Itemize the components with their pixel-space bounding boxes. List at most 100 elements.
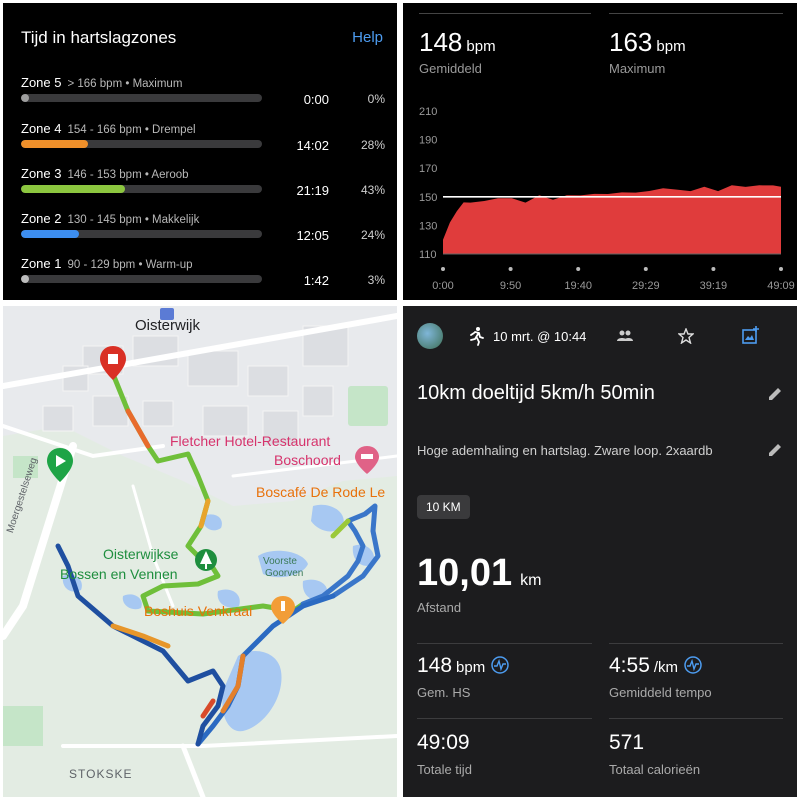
divider	[609, 13, 783, 14]
x-tick-dot	[441, 267, 445, 271]
x-tick-label: 9:50	[500, 280, 521, 292]
y-tick-label: 130	[419, 220, 437, 232]
activity-date: 10 mrt. @ 10:44	[493, 329, 587, 344]
max-hr-label: Maximum	[609, 61, 666, 76]
y-tick-label: 150	[419, 192, 437, 204]
zone-time: 21:19	[296, 183, 329, 198]
metric-value: 571	[609, 731, 645, 754]
avg-hr-label: Gemiddeld	[419, 61, 482, 76]
zone-bar-fill	[21, 275, 30, 283]
zone-bar	[21, 140, 262, 148]
metric-label: Gemiddeld tempo	[609, 685, 712, 700]
zone-time: 1:42	[303, 273, 329, 288]
map-canvas	[3, 306, 397, 797]
zone-range: 90 - 129 bpm • Warm-up	[67, 259, 193, 271]
y-tick-label: 170	[419, 163, 437, 175]
help-link[interactable]: Help	[352, 29, 383, 46]
poi-cafe-pin	[271, 596, 295, 624]
x-tick-dot	[779, 267, 783, 271]
zone-row: Zone 2 130 - 145 bpm • Makkelijk 12:05 24%	[21, 211, 385, 251]
zone-bar	[21, 230, 262, 238]
zone-name: Zone 5 > 166 bpm • Maximum	[21, 75, 183, 90]
x-tick-label: 49:09	[767, 280, 795, 292]
map-label-voorste: Voorste	[263, 556, 297, 567]
zone-row: Zone 3 146 - 153 bpm • Aeroob 21:19 43%	[21, 166, 385, 206]
edit-notes-icon[interactable]	[767, 442, 783, 458]
metric-value: 49:09	[417, 731, 470, 754]
running-icon	[467, 326, 485, 346]
stop-marker-icon[interactable]	[100, 346, 126, 380]
activity-notes: Hoge ademhaling en hartslag. Zware loop.…	[417, 443, 713, 458]
x-tick-dot	[508, 267, 513, 271]
heart-rate-chart: 210 190 170 150 130 110 0:00 9:50 19:40 29:29 39:1…	[419, 106, 795, 292]
zone-row: Zone 1 90 - 129 bpm • Warm-up 1:42 3%	[21, 256, 385, 296]
zones-title: Tijd in hartslagzones	[21, 28, 177, 47]
divider	[417, 643, 592, 644]
y-tick-label: 110	[419, 249, 437, 261]
map-label-boschoord: Boschoord	[274, 452, 341, 468]
zone-time: 12:05	[296, 228, 329, 243]
zone-time: 0:00	[303, 92, 329, 107]
x-tick-dot	[643, 267, 648, 271]
activity-panel: 10 mrt. @ 10:44 10km doeltijd 5km/h 50mi…	[403, 306, 797, 797]
zone-bar	[21, 275, 262, 283]
zone-percent: 0%	[367, 92, 385, 106]
distance-label: Afstand	[417, 600, 462, 615]
zone-bar	[21, 94, 262, 102]
heart-rate-panel: 148 bpm Gemiddeld 163 bpm Maximum 210 190 17…	[403, 3, 797, 300]
map-label-goorven: Goorven	[265, 568, 304, 579]
map-label-boscafe: Boscafé De Rode Le	[256, 484, 386, 500]
transit-icon	[160, 308, 174, 320]
zone-percent: 28%	[360, 138, 385, 152]
zone-bar	[21, 185, 262, 193]
avatar[interactable]	[417, 323, 443, 349]
activity-title: 10km doeltijd 5km/h 50min	[417, 382, 655, 404]
route-map[interactable]: Oisterwijk Fletcher Hotel-Restaurant Bos…	[3, 306, 397, 797]
x-tick-label: 29:29	[632, 280, 660, 292]
play-marker-icon[interactable]	[47, 448, 73, 482]
y-tick-label: 190	[419, 135, 437, 147]
tree-icon	[195, 549, 217, 571]
zone-range: > 166 bpm • Maximum	[67, 78, 183, 90]
zone-name: Zone 2 130 - 145 bpm • Makkelijk	[21, 211, 200, 226]
zone-range: 154 - 166 bpm • Drempel	[67, 124, 196, 136]
zone-row: Zone 5 > 166 bpm • Maximum 0:00 0%	[21, 75, 385, 115]
zone-bar-fill	[21, 230, 79, 238]
zone-percent: 3%	[367, 273, 385, 287]
map-label-boshuis: Boshuis Venkraai	[144, 603, 253, 619]
distance-value: 10,01 km	[417, 552, 542, 594]
star-icon[interactable]	[677, 327, 695, 345]
zone-row: Zone 4 154 - 166 bpm • Drempel 14:02 28%	[21, 121, 385, 161]
people-icon[interactable]	[617, 329, 633, 343]
metric-label: Totaal calorieën	[609, 762, 701, 777]
zone-name: Zone 1 90 - 129 bpm • Warm-up	[21, 256, 193, 271]
metric-value: 148 bpm	[417, 654, 509, 678]
zone-percent: 24%	[360, 228, 385, 242]
zone-range: 130 - 145 bpm • Makkelijk	[67, 214, 200, 226]
hr-zones-panel: Tijd in hartslagzones Help Zone 5 > 166 b…	[3, 3, 397, 300]
max-hr-value: 163 bpm	[609, 27, 686, 57]
divider	[417, 718, 592, 719]
hr-pulse-icon[interactable]	[491, 656, 509, 674]
zone-name: Zone 4 154 - 166 bpm • Drempel	[21, 121, 196, 136]
map-label-oisterwijk: Oisterwijk	[135, 317, 201, 334]
x-tick-dot	[711, 267, 716, 271]
y-tick-label: 210	[419, 106, 437, 118]
add-photo-icon[interactable]	[742, 326, 760, 344]
map-label-oisterwijkse: Oisterwijkse	[103, 546, 179, 562]
hr-pulse-icon[interactable]	[684, 656, 702, 674]
metric-value: 4:55/km	[609, 654, 702, 678]
zone-range: 146 - 153 bpm • Aeroob	[67, 169, 189, 181]
map-label-hotel: Fletcher Hotel-Restaurant	[170, 433, 331, 449]
divider	[419, 13, 591, 14]
distance-tag[interactable]: 10 KM	[417, 495, 470, 519]
zone-bar-fill	[21, 185, 125, 193]
x-tick-label: 39:19	[700, 280, 728, 292]
metric-label: Gem. HS	[417, 685, 471, 700]
zone-time: 14:02	[296, 138, 329, 153]
poi-hotel-pin	[355, 446, 379, 474]
edit-title-icon[interactable]	[767, 386, 783, 402]
metric-label: Totale tijd	[417, 762, 472, 777]
divider	[609, 643, 783, 644]
x-tick-dot	[576, 267, 581, 271]
